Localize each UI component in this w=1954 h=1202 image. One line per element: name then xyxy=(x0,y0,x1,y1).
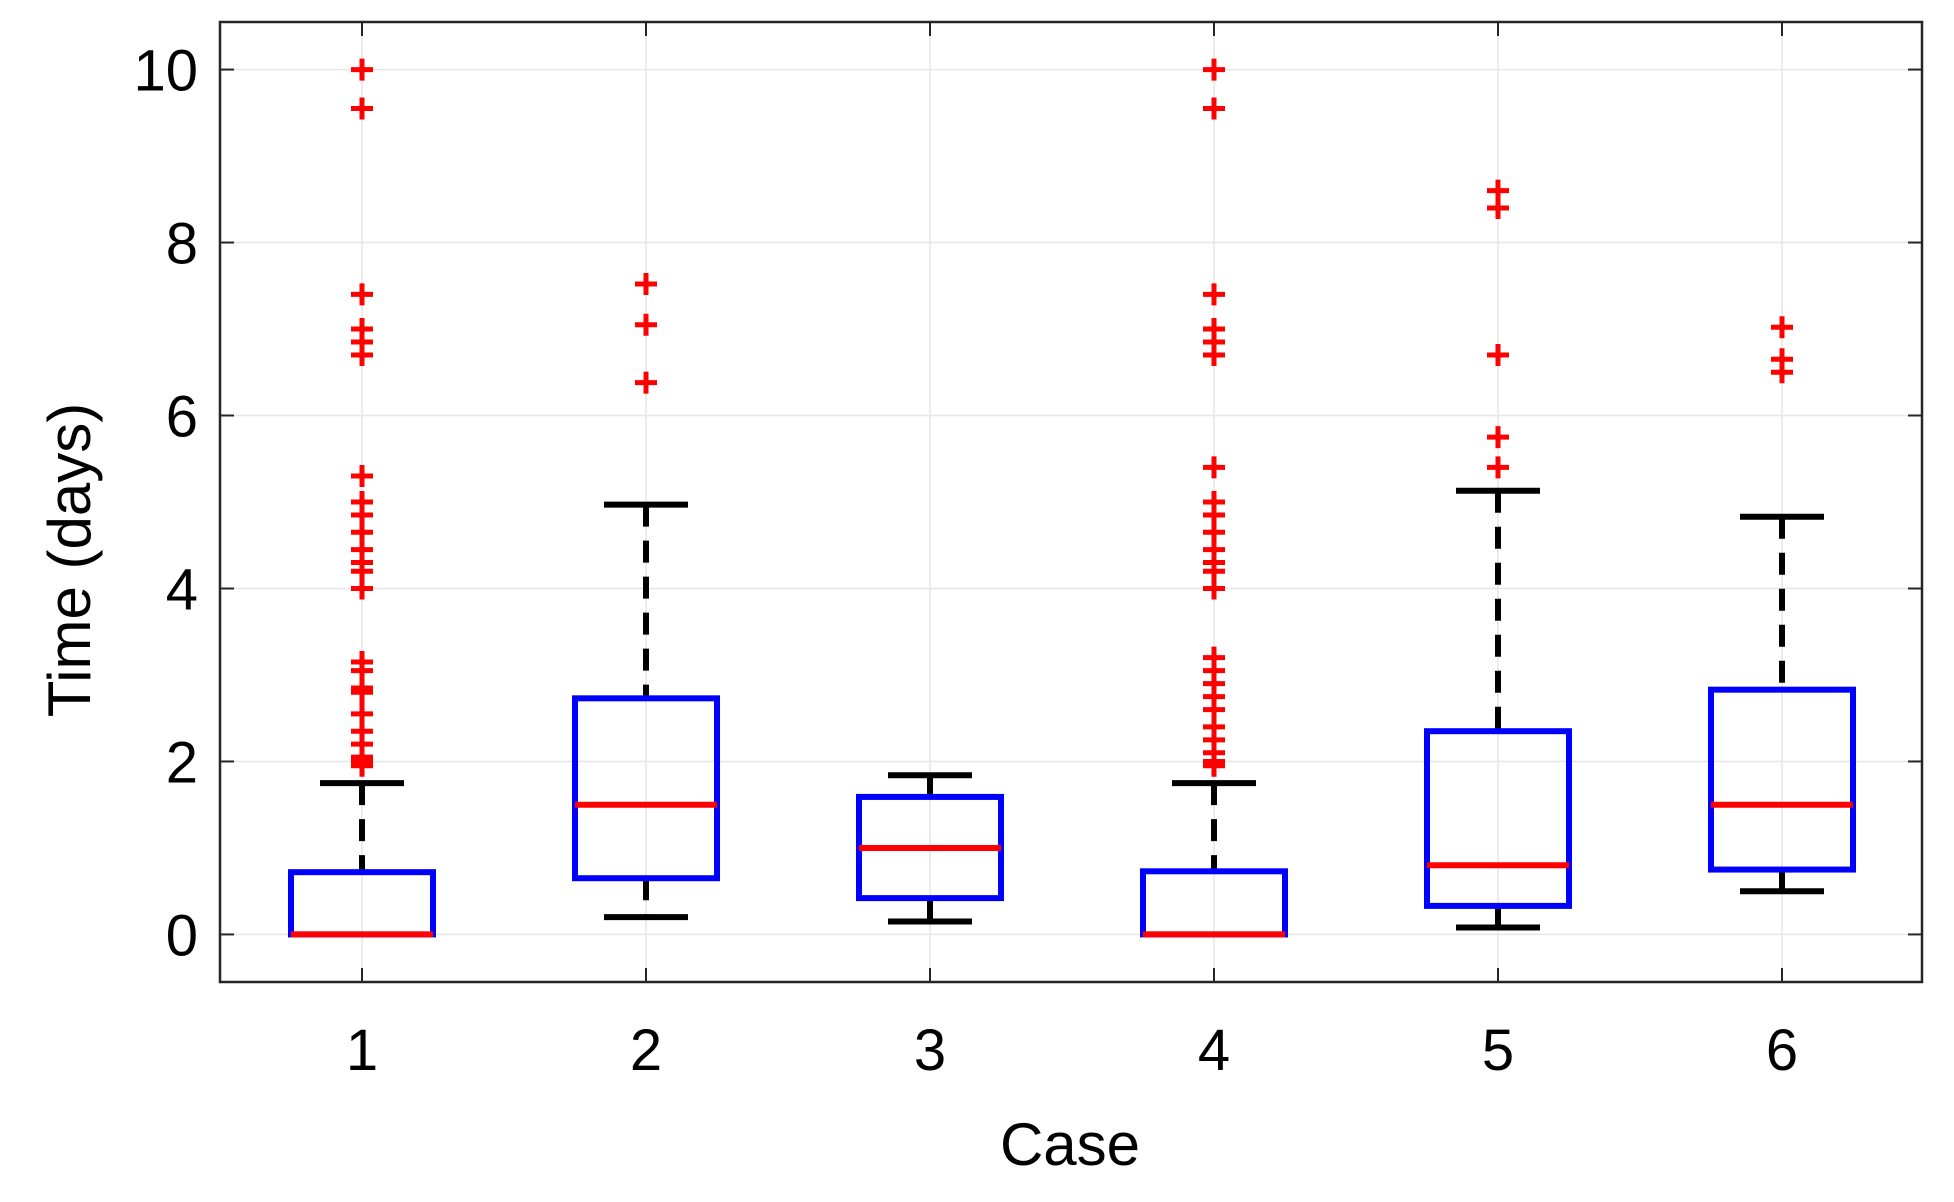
x-tick-label: 4 xyxy=(1198,1018,1230,1083)
outliers xyxy=(351,58,1793,777)
x-tick-label: 5 xyxy=(1482,1018,1514,1083)
outlier-marker xyxy=(351,577,373,600)
outlier-marker xyxy=(1203,754,1225,777)
outlier-marker xyxy=(1203,58,1225,81)
y-axis-label: Time (days) xyxy=(36,403,103,717)
x-tick-label: 2 xyxy=(630,1018,662,1083)
box xyxy=(1708,686,1856,873)
x-tick-label: 6 xyxy=(1766,1018,1798,1083)
outlier-marker xyxy=(1487,456,1509,479)
outlier-marker xyxy=(351,283,373,306)
y-tick-label: 4 xyxy=(166,557,198,622)
y-tick-label: 0 xyxy=(166,903,198,968)
outlier-marker xyxy=(351,754,373,777)
outlier-marker xyxy=(351,343,373,366)
outlier-marker xyxy=(351,97,373,120)
outlier-marker xyxy=(351,465,373,488)
y-tick-label: 6 xyxy=(166,385,198,450)
x-tick-label: 1 xyxy=(346,1018,378,1083)
box xyxy=(1424,728,1572,909)
outlier-marker xyxy=(1203,456,1225,479)
x-tick-labels: 1 2 3 4 5 6 xyxy=(346,1018,1798,1083)
outlier-marker xyxy=(1771,361,1793,384)
x-axis-label: Case xyxy=(1000,1111,1140,1178)
outlier-marker xyxy=(1203,343,1225,366)
outlier-marker xyxy=(1771,316,1793,339)
y-tick-label: 8 xyxy=(166,212,198,277)
outlier-marker xyxy=(635,273,657,296)
outlier-marker xyxy=(1487,426,1509,449)
outlier-marker xyxy=(1203,97,1225,120)
outlier-marker xyxy=(351,58,373,81)
y-tick-labels: 0 2 4 6 8 10 xyxy=(133,39,198,969)
y-tick-label: 10 xyxy=(133,39,198,104)
y-tick-label: 2 xyxy=(166,730,198,795)
outlier-marker xyxy=(1487,196,1509,219)
axis-ticks xyxy=(220,22,1922,982)
outlier-marker xyxy=(635,371,657,394)
boxes xyxy=(288,686,1856,938)
outlier-marker xyxy=(635,313,657,336)
outlier-marker xyxy=(1203,283,1225,306)
plot-frame xyxy=(218,20,1924,984)
outlier-marker xyxy=(1487,343,1509,366)
box xyxy=(572,695,720,882)
whiskers xyxy=(320,487,1824,931)
x-tick-label: 3 xyxy=(914,1018,946,1083)
plot-area xyxy=(220,22,1922,982)
outlier-marker xyxy=(1203,577,1225,600)
outlier-marker xyxy=(351,681,373,704)
